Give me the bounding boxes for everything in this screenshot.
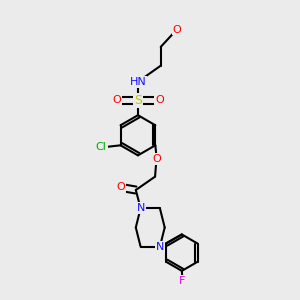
Text: F: F <box>179 276 186 286</box>
Text: Cl: Cl <box>96 142 107 152</box>
Text: O: O <box>172 25 181 34</box>
Text: O: O <box>152 154 161 164</box>
Text: N: N <box>136 203 145 213</box>
Text: O: O <box>116 182 125 192</box>
Text: O: O <box>112 95 121 106</box>
Text: HN: HN <box>130 77 146 87</box>
Text: S: S <box>134 94 142 107</box>
Text: O: O <box>155 95 164 106</box>
Text: N: N <box>156 242 164 252</box>
